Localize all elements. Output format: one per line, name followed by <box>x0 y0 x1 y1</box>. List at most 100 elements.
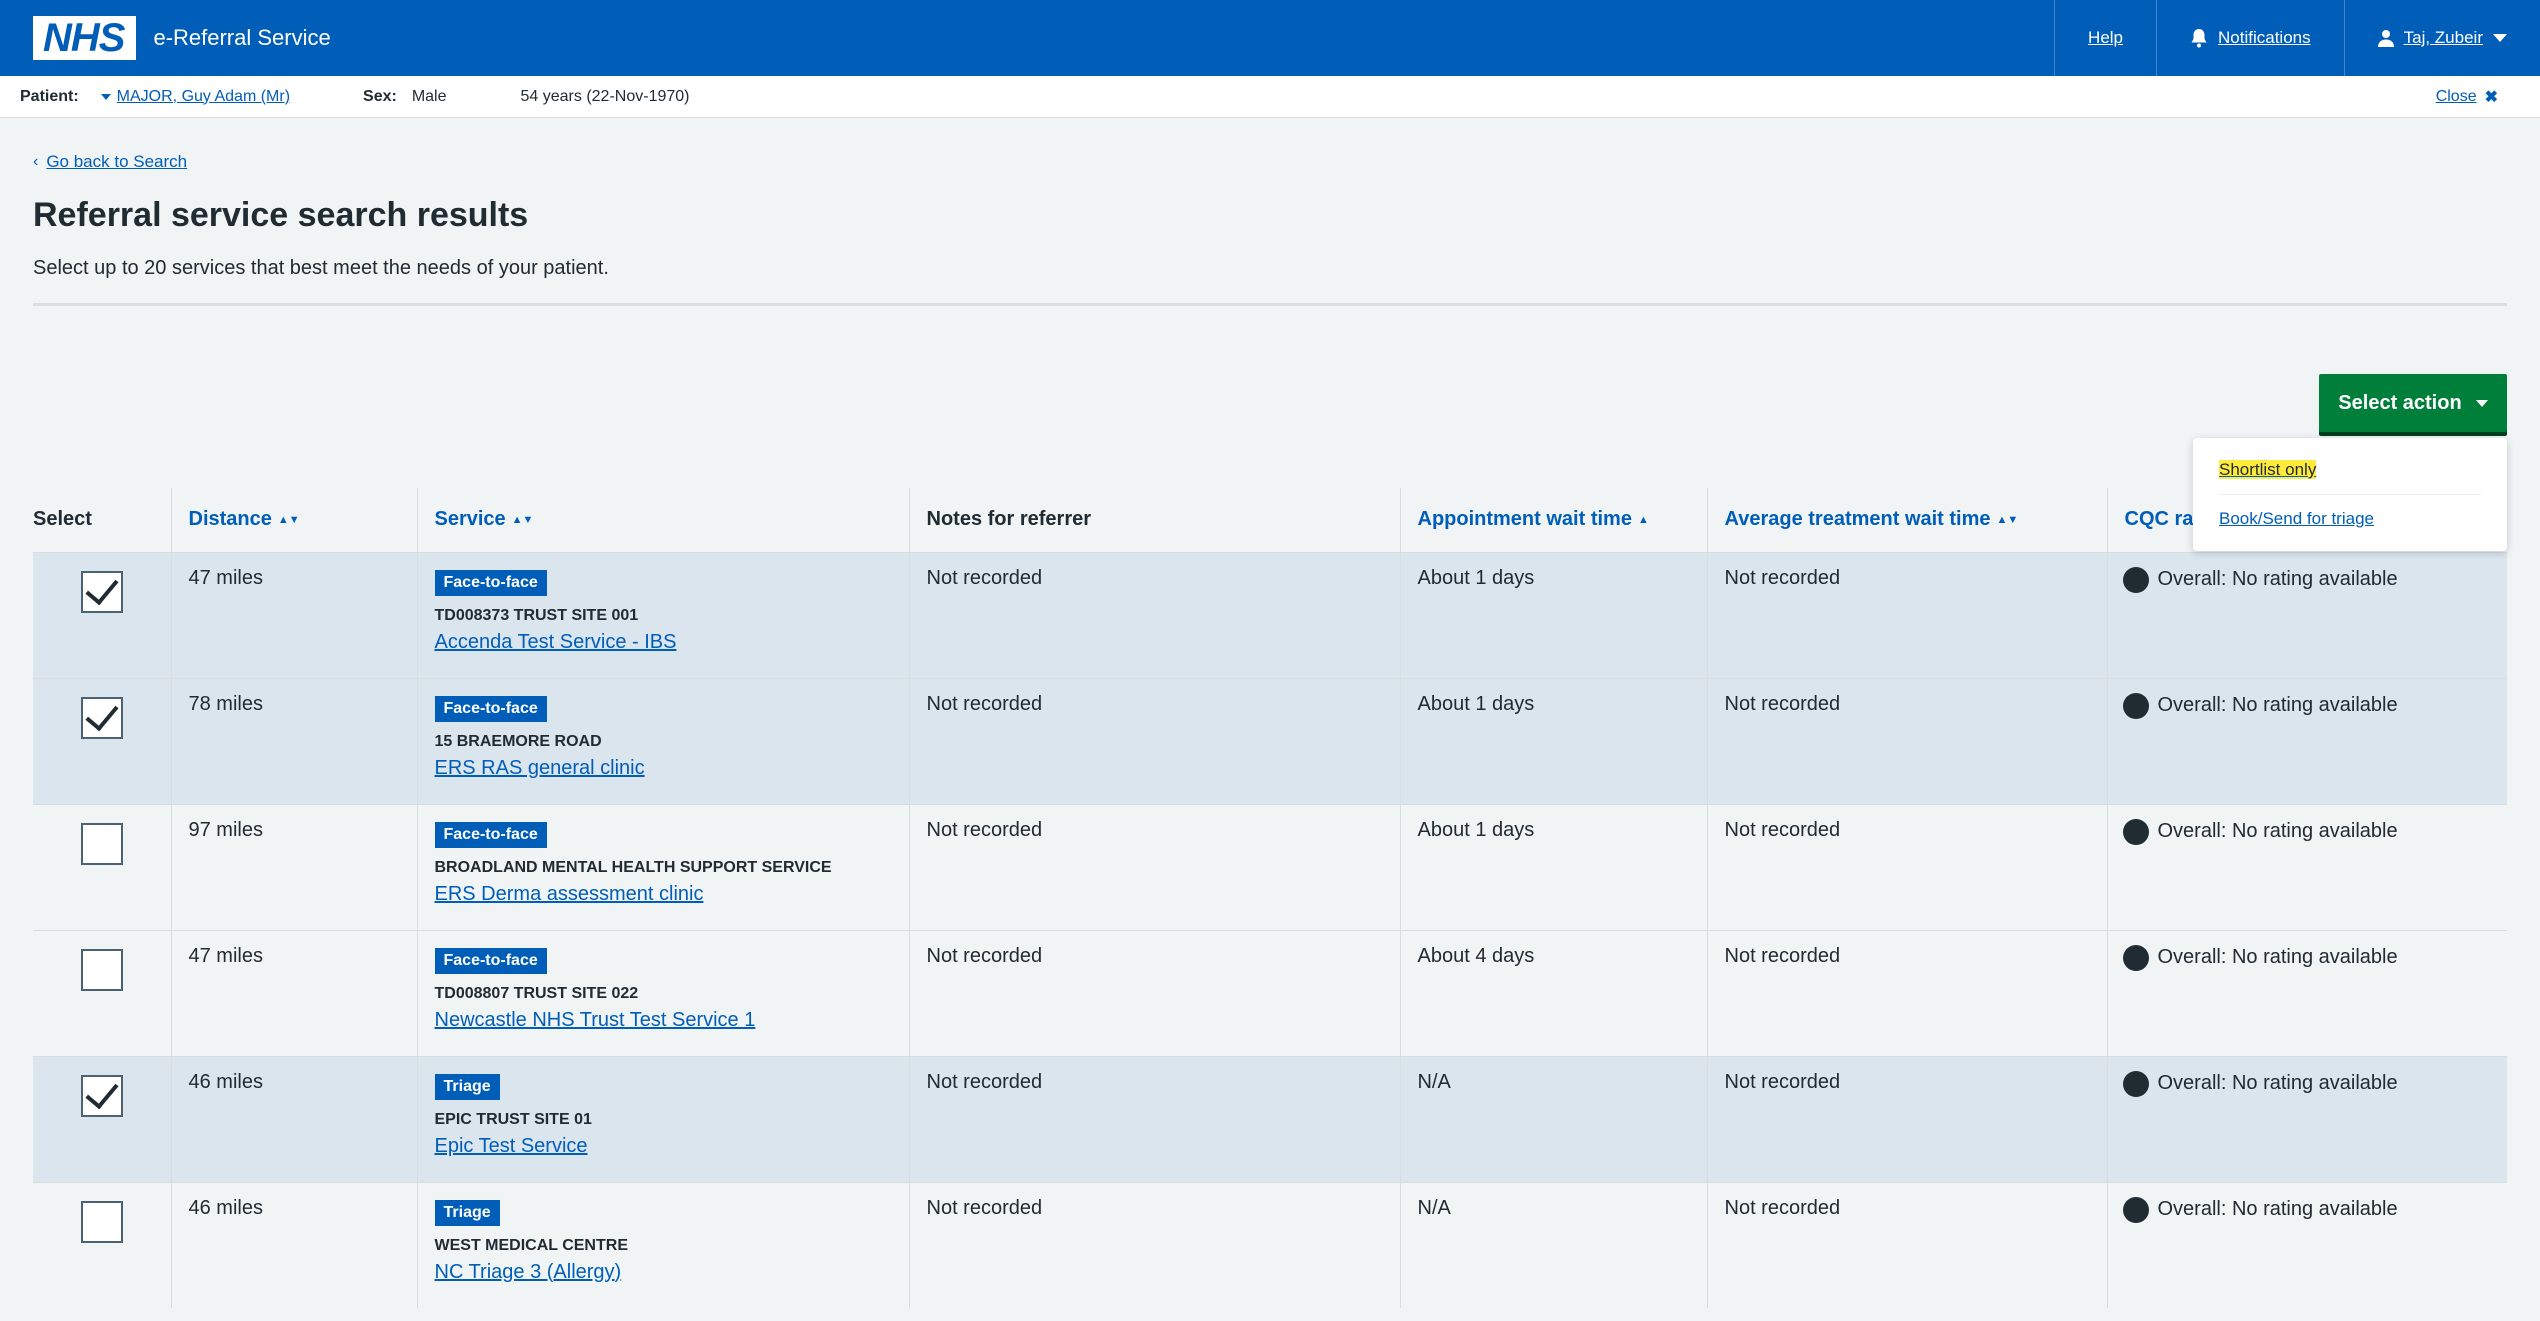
avg-wait-cell: Not recorded <box>1706 929 2107 1056</box>
notes-cell: Not recorded <box>908 1055 1400 1182</box>
service-link[interactable]: ERS RAS general clinic <box>434 756 645 779</box>
results-table: Select Distance ▲▼ Service ▲▼ Notes for re… <box>33 488 2507 1308</box>
rating-dot-icon <box>2122 692 2149 719</box>
rating-dot-icon <box>2122 944 2149 971</box>
sex-value: Male <box>411 87 447 105</box>
table-row: 78 miles Face-to-face 15 BRAEMORE ROAD ERS … <box>33 677 2507 804</box>
appt-wait-cell: About 4 days <box>1399 929 1707 1056</box>
avg-wait-cell: Not recorded <box>1706 1055 2107 1182</box>
row-checkbox[interactable] <box>81 822 123 865</box>
distance-cell: 46 miles <box>170 1181 417 1308</box>
notes-cell: Not recorded <box>908 677 1400 804</box>
service-cell: Face-to-face TD008807 TRUST SITE 022 Newca… <box>416 929 909 1056</box>
notes-cell: Not recorded <box>908 551 1400 678</box>
avg-wait-cell: Not recorded <box>1706 1181 2107 1308</box>
select-action-menu: Shortlist only Book/Send for triage <box>2193 438 2507 551</box>
chevron-left-icon: ‹ <box>33 153 39 170</box>
row-checkbox[interactable] <box>81 696 123 739</box>
service-link[interactable]: Epic Test Service <box>434 1134 588 1157</box>
close-icon: ✖ <box>2484 88 2498 106</box>
back-link-label[interactable]: Go back to Search <box>46 152 188 171</box>
top-nav: Help Notifications Taj, Zubeir <box>2054 0 2540 76</box>
top-header: NHS e-Referral Service Help Notification… <box>0 0 2540 76</box>
service-site: EPIC TRUST SITE 01 <box>434 1110 592 1128</box>
row-checkbox[interactable] <box>81 1200 123 1243</box>
distance-cell: 97 miles <box>170 803 417 930</box>
cqc-cell: Overall: No rating available <box>2106 929 2507 1056</box>
service-type-tag: Face-to-face <box>434 695 547 722</box>
service-type-tag: Face-to-face <box>434 947 547 974</box>
col-avg-wait-label: Average treatment wait time <box>1724 508 1991 531</box>
rating-dot-icon <box>2122 1070 2149 1097</box>
sort-icon: ▲▼ <box>277 513 300 526</box>
col-distance-sort[interactable]: Distance ▲▼ <box>170 488 417 552</box>
service-link[interactable]: NC Triage 3 (Allergy) <box>434 1260 622 1283</box>
service-link[interactable]: ERS Derma assessment clinic <box>434 882 704 905</box>
cqc-rating: Overall: No rating available <box>2157 568 2398 590</box>
checkmark-icon <box>85 1074 119 1109</box>
user-menu[interactable]: Taj, Zubeir <box>2343 0 2540 76</box>
service-type-tag: Triage <box>434 1199 500 1226</box>
distance-cell: 47 miles <box>170 929 417 1056</box>
main-content: ‹ Go back to Search Referral service sea… <box>0 151 2540 1308</box>
col-select: Select <box>33 508 92 531</box>
service-site: WEST MEDICAL CENTRE <box>434 1236 628 1254</box>
notes-cell: Not recorded <box>908 1181 1400 1308</box>
row-checkbox[interactable] <box>81 948 123 991</box>
page-title: Referral service search results <box>33 196 529 234</box>
cqc-cell: Overall: No rating available <box>2106 803 2507 930</box>
service-cell: Triage WEST MEDICAL CENTRE NC Triage 3 (Al… <box>416 1181 909 1308</box>
row-checkbox[interactable] <box>81 570 123 613</box>
avg-wait-cell: Not recorded <box>1706 803 2107 930</box>
notifications-label: Notifications <box>2218 28 2311 47</box>
cqc-cell: Overall: No rating available <box>2106 1055 2507 1182</box>
nhs-logo[interactable]: NHS <box>33 16 137 60</box>
appt-wait-cell: N/A <box>1399 1181 1707 1308</box>
patient-name-toggle[interactable]: MAJOR, Guy Adam (Mr) <box>100 87 291 106</box>
service-link[interactable]: Accenda Test Service - IBS <box>434 630 677 653</box>
avg-wait-cell: Not recorded <box>1706 551 2107 678</box>
cqc-rating: Overall: No rating available <box>2157 1072 2398 1094</box>
table-row: 97 miles Face-to-face BROADLAND MENTAL HEA… <box>33 803 2507 930</box>
col-appt-wait-sort[interactable]: Appointment wait time ▲ <box>1399 488 1707 552</box>
service-site: BROADLAND MENTAL HEALTH SUPPORT SERVICE <box>434 858 832 876</box>
patient-name[interactable]: MAJOR, Guy Adam (Mr) <box>116 87 291 105</box>
menu-divider <box>2219 494 2481 495</box>
close-patient-button[interactable]: Close ✖ <box>2436 87 2498 107</box>
row-checkbox[interactable] <box>81 1074 123 1117</box>
notifications-link[interactable]: Notifications <box>2156 0 2344 76</box>
col-service-sort[interactable]: Service ▲▼ <box>416 488 909 552</box>
table-row: 46 miles Triage EPIC TRUST SITE 01 Epic Tes… <box>33 1055 2507 1182</box>
menu-item-label: Book/Send for triage <box>2219 509 2374 528</box>
menu-item-label: Shortlist only <box>2219 460 2317 479</box>
service-site: TD008807 TRUST SITE 022 <box>434 984 639 1002</box>
appt-wait-cell: About 1 days <box>1399 551 1707 678</box>
cqc-rating: Overall: No rating available <box>2157 694 2398 716</box>
table-row: 47 miles Face-to-face TD008373 TRUST SITE … <box>33 551 2507 678</box>
sort-icon: ▲▼ <box>1996 513 2019 526</box>
table-header-row: Select Distance ▲▼ Service ▲▼ Notes for re… <box>33 488 2507 552</box>
back-link[interactable]: ‹ Go back to Search <box>33 151 2507 173</box>
distance-cell: 46 miles <box>170 1055 417 1182</box>
col-avg-wait-sort[interactable]: Average treatment wait time ▲▼ <box>1706 488 2107 552</box>
cqc-cell: Overall: No rating available <box>2106 677 2507 804</box>
close-label[interactable]: Close <box>2435 87 2477 105</box>
checkmark-icon <box>85 696 119 731</box>
select-cell <box>33 551 171 678</box>
menu-item-book-send-triage[interactable]: Book/Send for triage <box>2219 501 2481 537</box>
appt-wait-cell: About 1 days <box>1399 803 1707 930</box>
checkmark-icon <box>85 570 119 605</box>
select-action-button[interactable]: Select action <box>2319 374 2507 432</box>
service-type-tag: Triage <box>434 1073 500 1100</box>
user-icon <box>2377 29 2394 47</box>
nhs-logo-text: NHS <box>43 16 125 60</box>
patient-label: Patient: <box>20 87 79 105</box>
help-link[interactable]: Help <box>2054 0 2156 76</box>
bell-icon <box>2190 28 2208 48</box>
service-type-tag: Face-to-face <box>434 569 547 596</box>
cqc-rating: Overall: No rating available <box>2157 946 2398 968</box>
col-notes: Notes for referrer <box>908 488 1400 552</box>
table-row: 46 miles Triage WEST MEDICAL CENTRE NC Tria… <box>33 1181 2507 1308</box>
menu-item-shortlist-only[interactable]: Shortlist only <box>2219 452 2481 488</box>
service-link[interactable]: Newcastle NHS Trust Test Service 1 <box>434 1008 756 1031</box>
